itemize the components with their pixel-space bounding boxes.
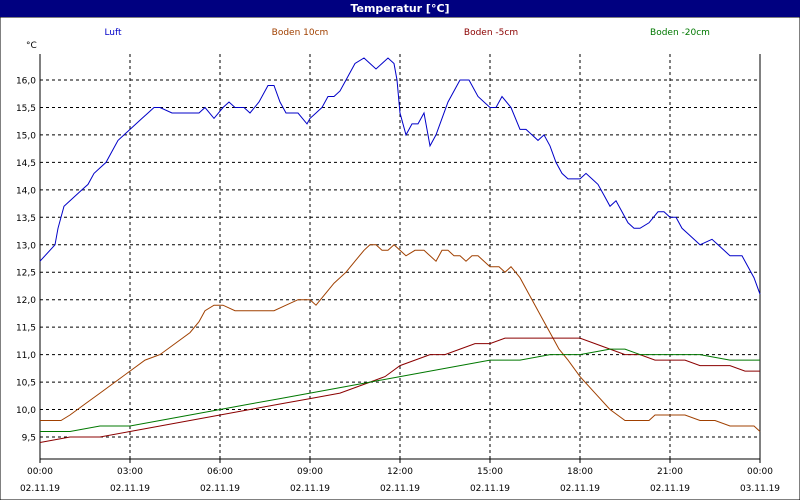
series-line-luft — [39, 57, 761, 295]
legend-entry: Luft — [104, 28, 122, 38]
y-tick-label: 15,0 — [16, 131, 36, 141]
y-tick-label: 10,5 — [16, 379, 36, 389]
x-tick-time-label: 21:00 — [657, 467, 683, 477]
x-tick-time-label: 00:00 — [747, 467, 773, 477]
legend-entry: Boden -5cm — [464, 28, 518, 38]
x-tick-date-label: 02.11.19 — [20, 484, 60, 494]
x-tick-date-label: 02.11.19 — [470, 484, 510, 494]
temperature-chart: 9,5 10,0 10,5 11,0 11,5 12,0 12,5 13,0 13,5 14,0 1… — [0, 17, 800, 500]
x-tick-time-label: 00:00 — [27, 467, 53, 477]
x-tick-date-label: 02.11.19 — [650, 484, 690, 494]
series — [39, 57, 761, 443]
x-tick-time-label: 09:00 — [297, 467, 323, 477]
y-tick-label: 13,0 — [16, 241, 36, 251]
legend: Luft Boden 10cm Boden -5cm Boden -20cm — [104, 28, 710, 38]
x-tick-date-label: 02.11.19 — [200, 484, 240, 494]
y-tick-label: 14,0 — [16, 186, 36, 196]
y-tick-label: 11,5 — [16, 324, 36, 334]
y-tick-label: 16,0 — [16, 77, 36, 87]
y-tick-label: 11,0 — [16, 351, 36, 361]
x-tick-time-label: 15:00 — [477, 467, 503, 477]
x-tick-date-label: 03.11.19 — [740, 484, 780, 494]
x-tick-date-label: 02.11.19 — [560, 484, 600, 494]
legend-entry: Boden 10cm — [272, 28, 329, 38]
x-tick-date-label: 02.11.19 — [380, 484, 420, 494]
axes: 9,5 10,0 10,5 11,0 11,5 12,0 12,5 13,0 13,5 14,0 1… — [16, 54, 780, 494]
y-axis-unit-label: °C — [26, 41, 37, 51]
x-tick-time-label: 18:00 — [567, 467, 593, 477]
y-tick-label: 13,5 — [16, 214, 36, 224]
chart-title: Temperatur [°C] — [0, 0, 800, 17]
x-tick-date-label: 02.11.19 — [110, 484, 150, 494]
x-tick-time-label: 12:00 — [387, 467, 413, 477]
y-tick-label: 10,0 — [16, 406, 36, 416]
y-tick-label: 14,5 — [16, 159, 36, 169]
y-tick-label: 9,5 — [22, 434, 36, 444]
y-tick-label: 15,5 — [16, 104, 36, 114]
x-tick-time-label: 06:00 — [207, 467, 233, 477]
legend-entry: Boden -20cm — [650, 28, 710, 38]
series-line-boden-20cm — [40, 348, 760, 432]
x-tick-time-label: 03:00 — [117, 467, 143, 477]
x-tick-date-label: 02.11.19 — [290, 484, 330, 494]
series-line-boden-5cm — [39, 337, 760, 443]
y-tick-label: 12,5 — [16, 269, 36, 279]
series-line-boden-10cm — [40, 244, 761, 432]
y-tick-label: 12,0 — [16, 296, 36, 306]
